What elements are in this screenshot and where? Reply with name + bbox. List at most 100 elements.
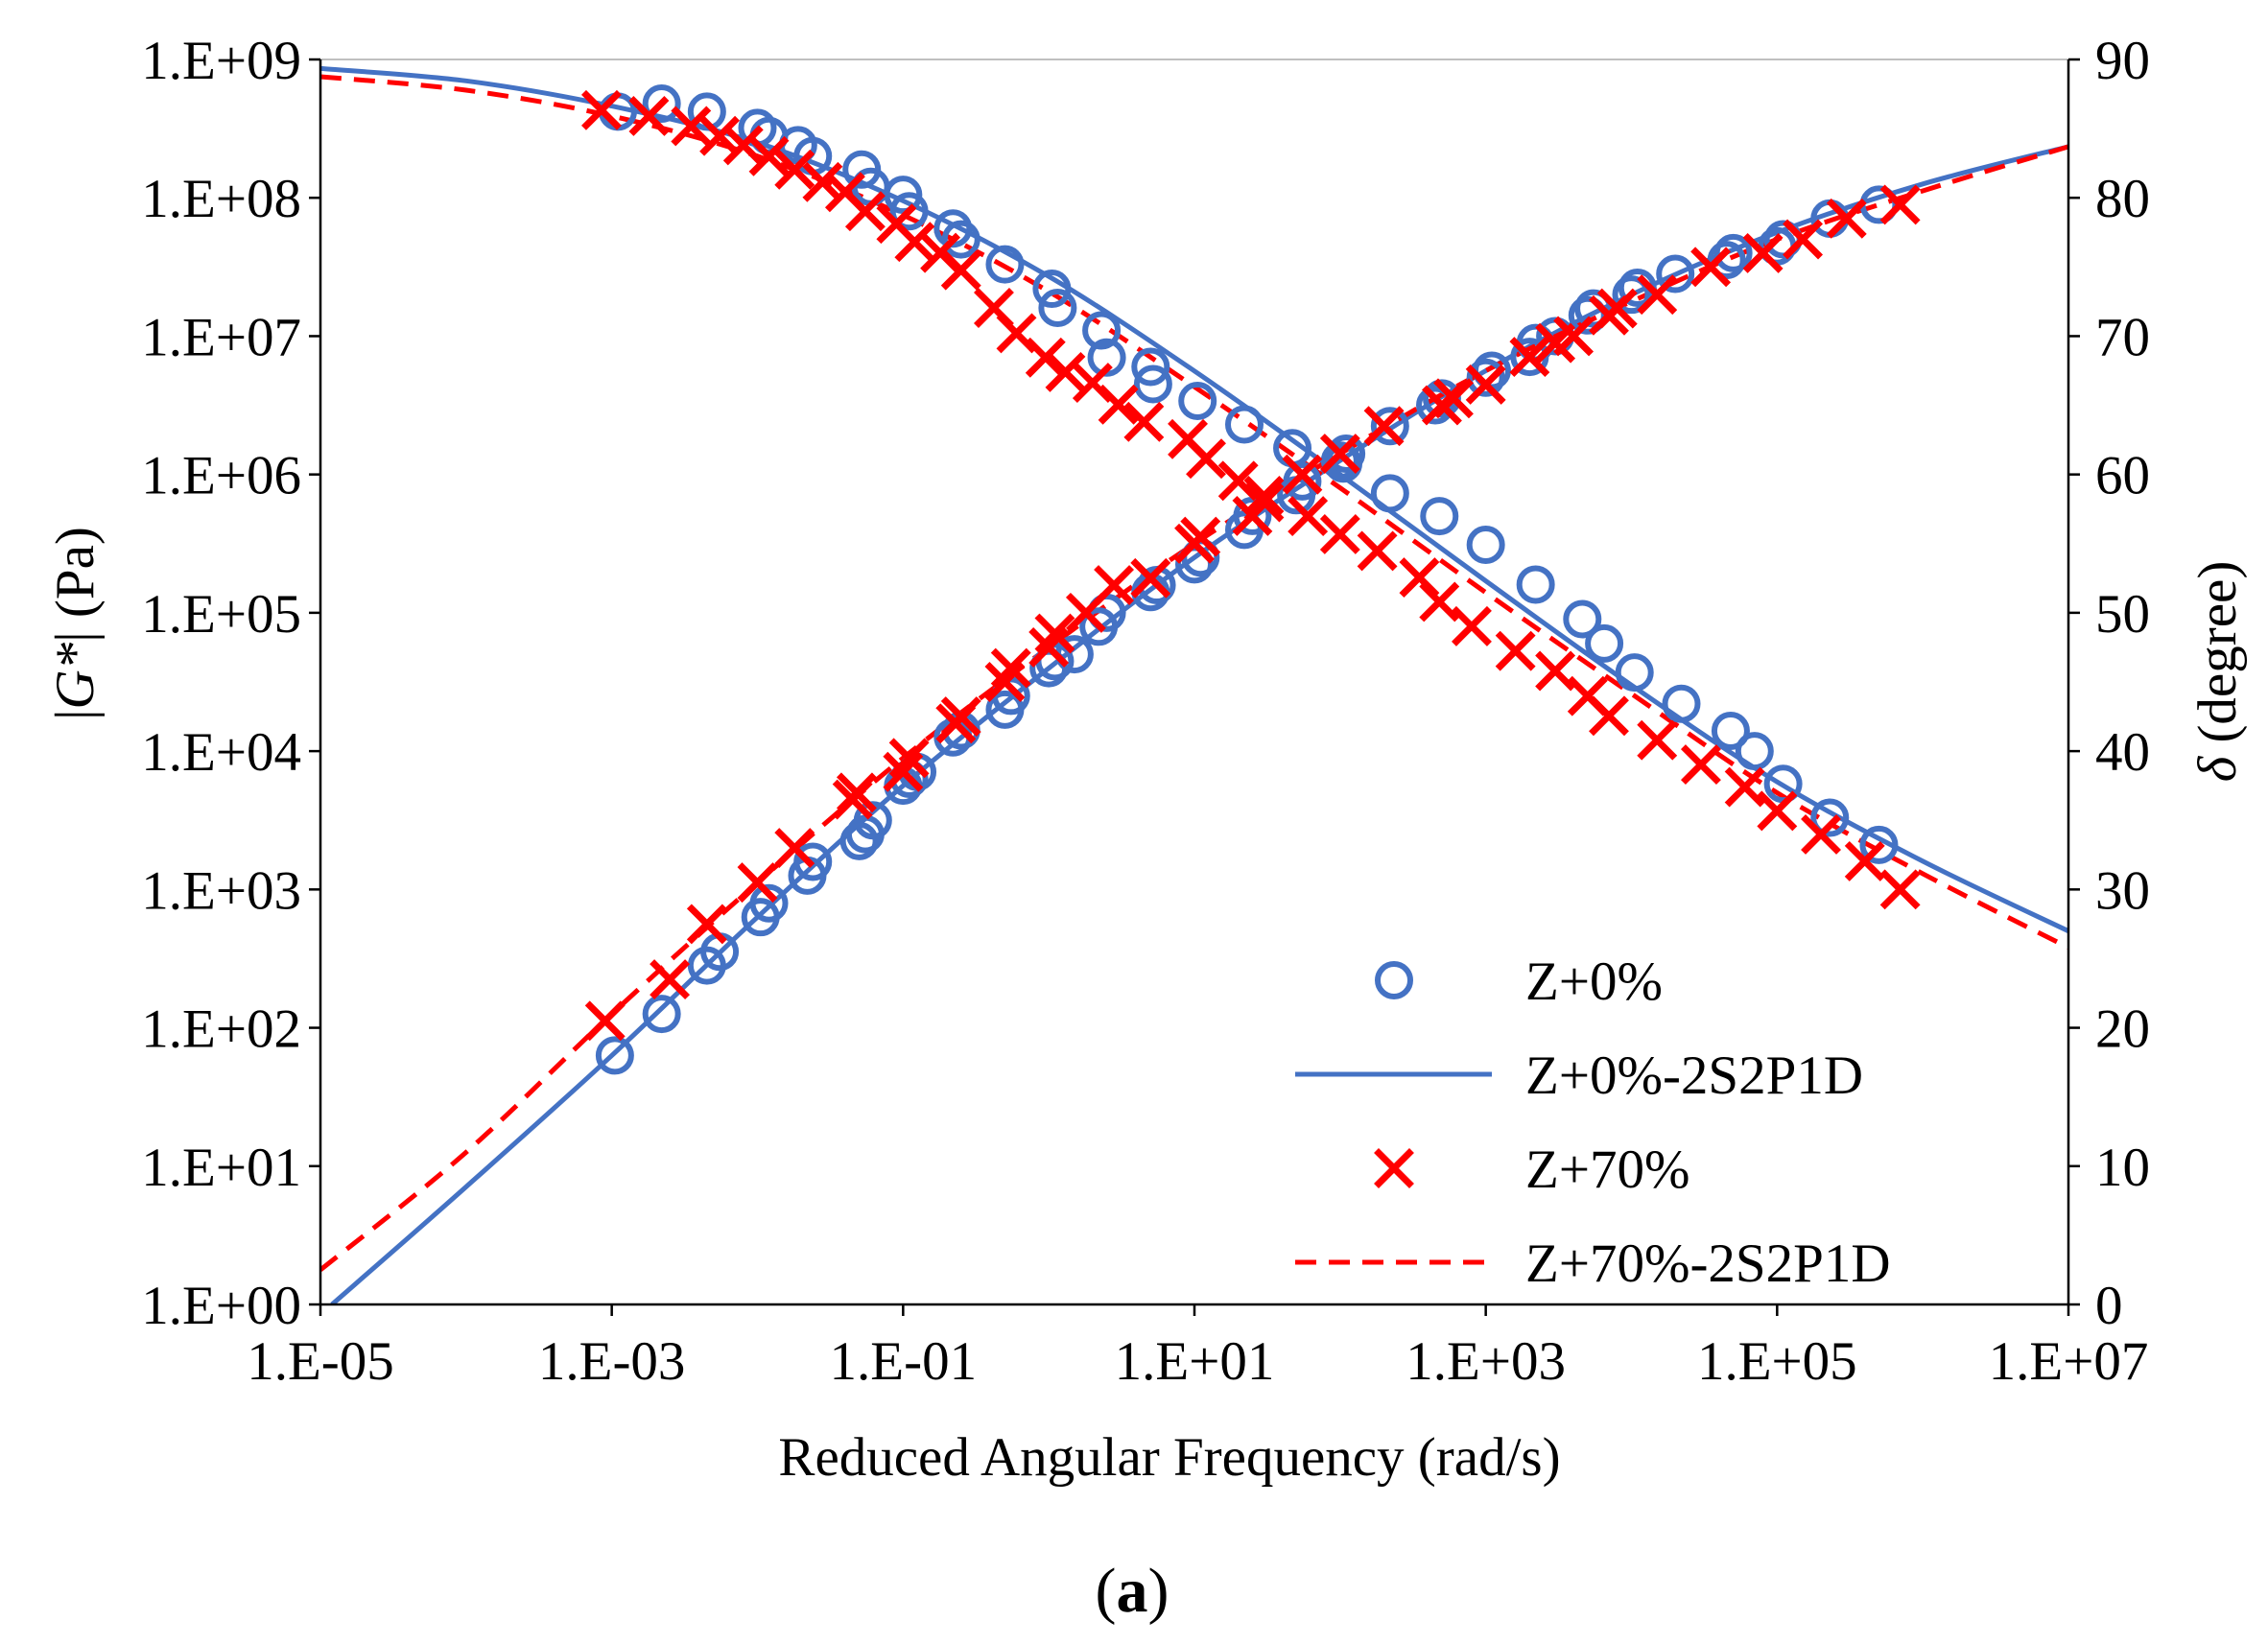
phase-point xyxy=(584,1000,626,1042)
modulus-point xyxy=(1680,744,1721,786)
y2-axis-title: δ (degree) xyxy=(2187,561,2248,783)
phase-point xyxy=(1433,378,1474,419)
modulus-curve xyxy=(320,65,2070,933)
modulus-point xyxy=(1801,813,1841,855)
y-tick-label: 1.E+06 xyxy=(141,446,301,506)
modulus-point xyxy=(1810,798,1850,837)
series-layer xyxy=(320,65,2070,1304)
legend-item: Z+70% xyxy=(1374,1139,1689,1200)
phase-point xyxy=(1879,184,1921,225)
figure-caption: (a) xyxy=(1096,1556,1169,1626)
modulus-point xyxy=(1045,351,1086,392)
phase-point xyxy=(990,647,1031,689)
y-tick-label: 1.E+01 xyxy=(141,1138,301,1198)
modulus-point xyxy=(1844,840,1885,881)
modulus-point xyxy=(985,245,1025,284)
modulus-point xyxy=(1516,565,1555,604)
phase-point xyxy=(1363,406,1405,447)
phase-point xyxy=(1574,289,1614,328)
phase-point xyxy=(940,696,981,738)
legend-label: Z+0%-2S2P1D xyxy=(1525,1045,1863,1106)
y-tick-label: 1.E+08 xyxy=(141,169,301,229)
modulus-point xyxy=(1025,337,1066,378)
modulus-point xyxy=(1563,599,1602,639)
phase-point xyxy=(686,904,727,945)
x-tick-label: 1.E+03 xyxy=(1406,1331,1566,1392)
phase-point xyxy=(1742,232,1784,273)
phase-point xyxy=(1656,254,1695,294)
y-tick-label: 1.E+09 xyxy=(141,31,301,91)
modulus-point xyxy=(774,149,815,190)
modulus-point xyxy=(1535,650,1576,692)
x-tick-label: 1.E-03 xyxy=(538,1331,686,1392)
modulus-point xyxy=(884,176,923,215)
y-tick-label: 1.E+02 xyxy=(141,999,301,1060)
legend-circle-swatch xyxy=(1375,961,1413,999)
legend-label: Z+0% xyxy=(1525,951,1663,1012)
modulus-point xyxy=(1879,869,1921,910)
legend: Z+0% Z+0%-2S2P1D Z+70% Z+70%-2S2P1D xyxy=(1295,951,1891,1294)
x-tick-label: 1.E-01 xyxy=(830,1331,978,1392)
phase-point xyxy=(1826,198,1867,239)
phase-point xyxy=(888,738,930,779)
modulus-point xyxy=(1452,605,1492,646)
phase-point xyxy=(642,995,681,1034)
modulus-curve xyxy=(320,74,2070,951)
y-tick-label: 1.E+07 xyxy=(141,307,301,367)
modulus-point xyxy=(1288,496,1329,537)
modulus-point xyxy=(1735,732,1774,771)
phase-point xyxy=(793,842,833,881)
phase-point xyxy=(1180,516,1221,557)
phase-point xyxy=(1282,454,1323,495)
phase-point xyxy=(1370,407,1409,446)
phase-point xyxy=(853,801,892,840)
phase-point xyxy=(1327,434,1366,474)
y-tick-label: 1.E+00 xyxy=(141,1276,301,1336)
phase-point xyxy=(1553,316,1595,357)
modulus-point xyxy=(889,192,929,231)
modulus-point xyxy=(1357,530,1398,572)
y2-tick-label: 90 xyxy=(2095,31,2150,91)
modulus-point xyxy=(1186,438,1226,480)
legend-x-swatch xyxy=(1374,1148,1414,1188)
legend-label: Z+70%-2S2P1D xyxy=(1525,1233,1891,1294)
phase-point xyxy=(1422,379,1461,418)
modulus-point xyxy=(1123,401,1165,442)
modulus-point xyxy=(940,249,981,291)
x-tick-label: 1.E+07 xyxy=(1989,1331,2149,1392)
y2-tick-label: 60 xyxy=(2095,446,2150,506)
modulus-point xyxy=(671,106,712,147)
modulus-point xyxy=(1082,311,1122,350)
phase-point xyxy=(1509,337,1550,378)
x-axis-title: Reduced Angular Frequency (rad/s) xyxy=(778,1427,1560,1488)
modulus-point xyxy=(894,222,935,263)
y2-tick-label: 10 xyxy=(2095,1138,2150,1198)
phase-point xyxy=(1568,295,1607,335)
modulus-point xyxy=(1637,719,1678,761)
modulus-point xyxy=(1038,289,1077,328)
modulus-point xyxy=(1133,364,1172,404)
modulus-point xyxy=(1711,712,1750,751)
phase-point xyxy=(1596,288,1638,329)
y-tick-label: 1.E+04 xyxy=(141,722,301,783)
modulus-point xyxy=(1420,497,1459,536)
phase-point xyxy=(1094,565,1135,605)
y-tick-label: 1.E+05 xyxy=(141,584,301,645)
modulus-point xyxy=(581,89,622,130)
modulus-point xyxy=(844,191,886,232)
y-tick-label: 1.E+03 xyxy=(141,860,301,921)
phase-point xyxy=(774,828,815,869)
phase-point xyxy=(1690,247,1732,288)
modulus-point xyxy=(642,83,681,123)
legend-item: Z+0% xyxy=(1375,951,1663,1012)
modulus-point xyxy=(1032,270,1072,309)
modulus-point xyxy=(941,220,980,259)
y2-tick-label: 0 xyxy=(2095,1276,2123,1336)
y-axis-title: |G*| (Pa) xyxy=(45,527,106,720)
modulus-point xyxy=(1466,526,1505,565)
modulus-point xyxy=(1589,695,1629,737)
modulus-point xyxy=(722,125,764,166)
y2-tick-label: 70 xyxy=(2095,307,2150,367)
phase-point xyxy=(749,883,789,923)
